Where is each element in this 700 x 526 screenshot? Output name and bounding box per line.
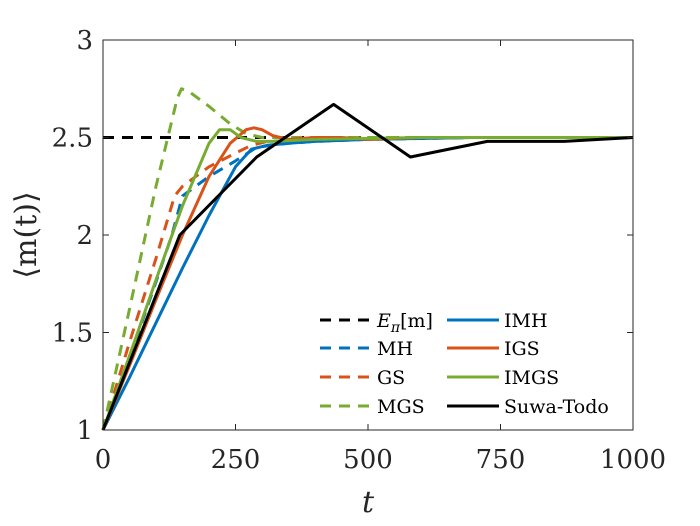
x-tick-label: 750 — [476, 445, 526, 475]
legend-label-e-m-: Eπ[m] — [376, 310, 433, 336]
legend-label-imh: IMH — [504, 310, 548, 332]
y-tick-label: 1 — [76, 416, 93, 446]
legend-label-suwa-todo: Suwa-Todo — [504, 396, 609, 418]
y-tick-label: 2 — [76, 221, 93, 251]
legend: Eπ[m]MH GS MGS IMH IGS IMGS Suwa-Todo — [320, 310, 609, 418]
legend-label-mgs: MGS — [377, 396, 425, 418]
x-axis-label: t — [362, 485, 375, 520]
legend-label-igs: IGS — [504, 338, 540, 360]
series-line-suwa-todo — [101, 102, 634, 431]
legend-label-mh: MH — [377, 338, 413, 360]
x-tick-label: 250 — [211, 445, 261, 475]
y-tick-label: 1.5 — [52, 319, 93, 349]
x-tick-label: 500 — [343, 445, 393, 475]
series-line-imgs — [101, 128, 633, 431]
y-axis-label: ⟨m(t)⟩ — [9, 191, 44, 278]
ticks-layer: 0 250 500 750 1000 1 1.5 2 2.5 3 — [52, 26, 666, 475]
y-tick-label: 3 — [76, 26, 93, 56]
legend-label-gs: GS — [377, 367, 405, 389]
y-tick-label: 2.5 — [52, 124, 93, 154]
x-tick-label: 1000 — [600, 445, 666, 475]
legend-label-imgs: IMGS — [504, 367, 559, 389]
series-layer — [101, 87, 634, 431]
x-tick-label: 0 — [95, 445, 112, 475]
series-line-gs — [101, 136, 633, 431]
